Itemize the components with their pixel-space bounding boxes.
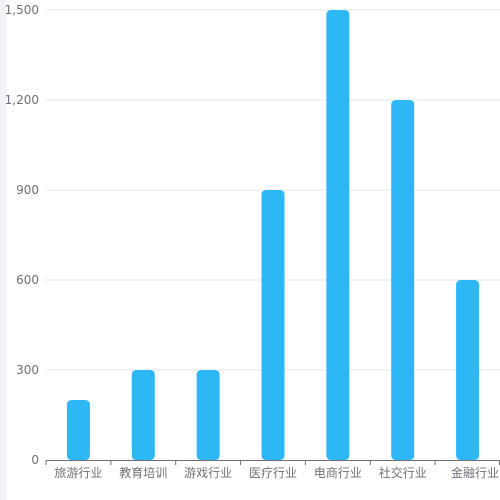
left-edge-strip	[0, 0, 7, 500]
bar-6[interactable]	[391, 100, 415, 460]
x-tick-label: 金融行业	[451, 465, 499, 480]
y-axis-tick-labels: 0 300 600 900 1,200 1,500	[5, 3, 39, 467]
x-tick-label: 医疗行业	[249, 466, 297, 480]
x-tick-label: 电商行业	[314, 465, 362, 480]
y-tick-label: 1,500	[5, 3, 39, 17]
bars	[66, 10, 480, 460]
y-tick-label: 1,200	[5, 93, 39, 107]
x-tick-label: 社交行业	[379, 465, 427, 480]
y-tick-label: 0	[31, 453, 39, 467]
bar-7[interactable]	[456, 280, 480, 460]
y-tick-label: 300	[16, 363, 39, 377]
bar-2[interactable]	[131, 370, 155, 460]
x-tick-label: 游戏行业	[184, 466, 232, 480]
bar-3[interactable]	[196, 370, 220, 460]
x-tick-label: 教育培训	[119, 465, 167, 480]
bar-1[interactable]	[66, 400, 90, 460]
bar-5[interactable]	[326, 10, 350, 460]
y-tick-label: 600	[16, 273, 39, 287]
x-tick-label: 旅游行业	[54, 466, 102, 480]
x-axis	[45, 460, 500, 465]
x-axis-tick-labels: 旅游行业 教育培训 游戏行业 医疗行业 电商行业 社交行业 金融行业	[54, 465, 499, 480]
bar-4[interactable]	[261, 190, 285, 460]
y-tick-label: 900	[16, 183, 39, 197]
